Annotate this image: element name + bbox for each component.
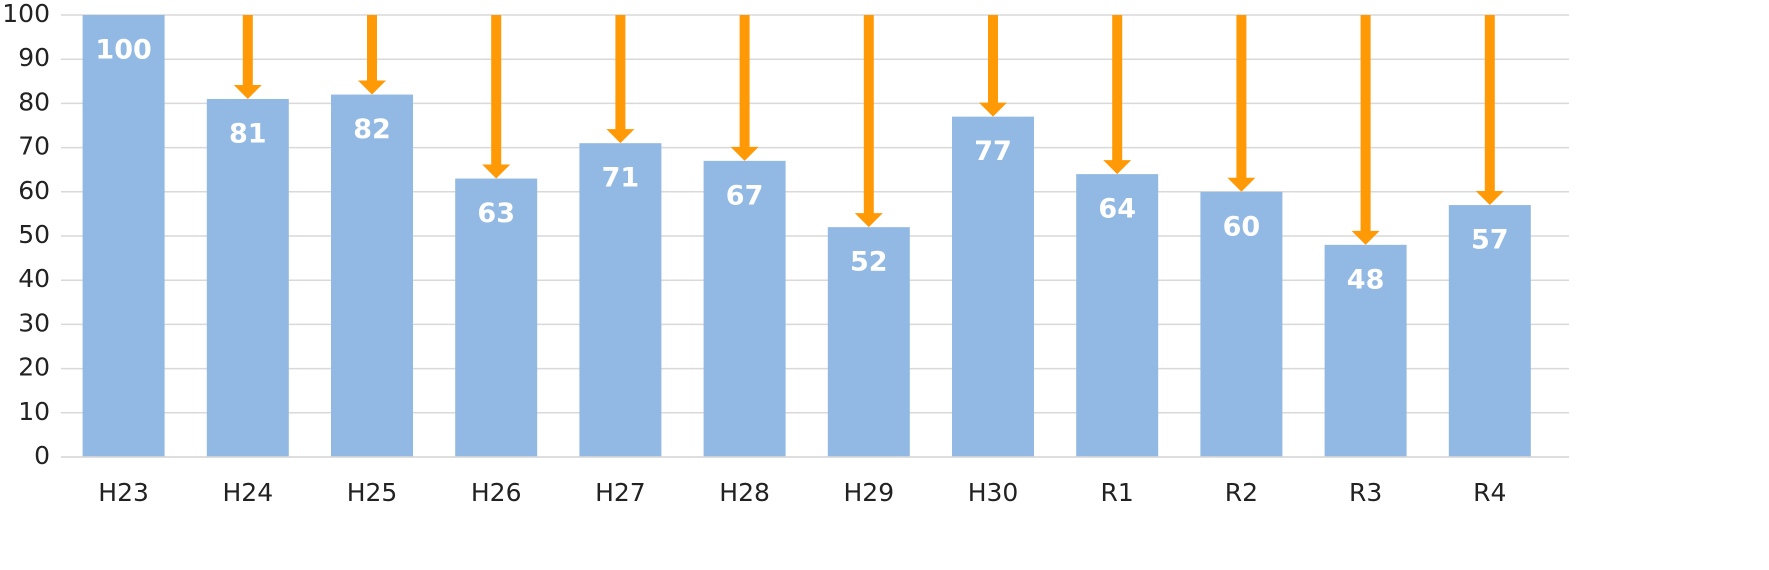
decrease-arrow [979, 15, 1007, 117]
x-tick-label: R2 [1225, 478, 1258, 507]
decrease-arrow [358, 15, 386, 95]
value-label: 81 [229, 118, 267, 149]
value-label: 57 [1471, 225, 1509, 256]
x-tick-label: H28 [719, 478, 770, 507]
decrease-arrow [1475, 15, 1504, 206]
value-label: 100 [95, 35, 151, 66]
x-tick-label: R3 [1349, 478, 1382, 507]
x-tick-label: H27 [595, 478, 646, 507]
bar [1200, 191, 1283, 458]
value-label: 60 [1223, 211, 1261, 242]
y-tick-label: 90 [18, 43, 50, 72]
y-tick-label: 80 [18, 87, 50, 116]
x-tick-label: H25 [347, 478, 398, 507]
value-label: 77 [974, 136, 1012, 167]
x-tick-label: H29 [843, 478, 894, 507]
value-label: 63 [477, 198, 515, 229]
y-tick-label: 60 [18, 176, 50, 205]
value-label: 64 [1098, 194, 1136, 225]
y-tick-label: 70 [18, 132, 50, 161]
x-tick-label: H30 [968, 478, 1019, 507]
decrease-arrow [233, 15, 262, 99]
x-tick-label: R1 [1101, 478, 1134, 507]
bar [827, 227, 910, 457]
decrease-arrow [482, 15, 511, 179]
y-tick-label: 40 [18, 264, 50, 293]
bar [82, 15, 165, 457]
x-tick-label: H23 [98, 478, 149, 507]
value-label: 71 [602, 163, 640, 194]
bar [206, 98, 289, 457]
bar [331, 94, 413, 457]
decrease-arrow [1103, 15, 1132, 175]
bar [1324, 244, 1407, 457]
y-tick-label: 20 [18, 353, 50, 382]
bar [1448, 205, 1531, 457]
decrease-arrow [1227, 15, 1256, 192]
bar [952, 116, 1034, 457]
decrease-arrow [1351, 15, 1380, 245]
y-tick-label: 0 [34, 441, 50, 470]
bar [455, 178, 538, 458]
y-tick-label: 30 [18, 308, 50, 337]
x-tick-label: R4 [1473, 478, 1506, 507]
decrease-arrow [854, 15, 883, 228]
y-tick-label: 10 [18, 397, 50, 426]
x-tick-label: H24 [222, 478, 273, 507]
decrease-arrow [606, 15, 635, 144]
bar [579, 143, 662, 457]
value-label: 52 [850, 247, 888, 278]
bar [1076, 174, 1159, 457]
y-tick-label: 50 [18, 220, 50, 249]
x-tick-label: H26 [471, 478, 522, 507]
decrease-arrow [730, 15, 759, 161]
value-label: 82 [353, 114, 391, 145]
value-label: 67 [726, 180, 764, 211]
bar [703, 160, 786, 458]
y-tick-label: 100 [2, 0, 50, 28]
value-label: 48 [1347, 264, 1385, 295]
